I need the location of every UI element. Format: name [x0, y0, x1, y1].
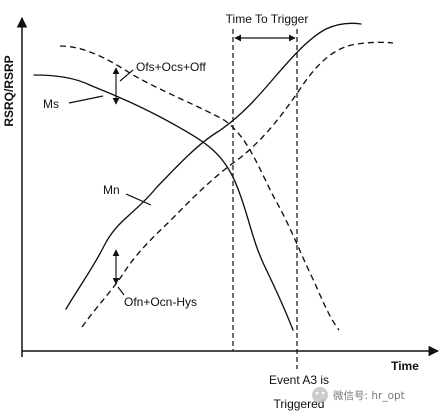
neighbor-curve-label: Mn: [103, 183, 120, 197]
serving-curve-label: Ms: [43, 97, 59, 111]
neighbor-offset-leader: [117, 286, 125, 296]
neighbor-label-leader: [125, 193, 152, 206]
x-axis-label: Time: [391, 359, 419, 373]
time-to-trigger-window: Time To Trigger: [226, 12, 309, 369]
serving-label-leader: [68, 95, 104, 104]
serving-cell-offset-curve: [59, 45, 340, 331]
event-trigger-annotation: Event A3 is Triggered: [269, 373, 329, 411]
neighbor-cell-measurement-curve: [65, 22, 362, 310]
neighbor-cell-hysteresis-curve: [81, 41, 394, 328]
time-to-trigger-label: Time To Trigger: [226, 12, 309, 26]
y-axis-label: RSRQ/RSRP: [2, 55, 16, 126]
serving-offset-label: Ofs+Ocs+Off: [136, 60, 206, 74]
offset-annotations: Ofs+Ocs+Off Ofn+Ocn-Hys: [112, 60, 206, 309]
wechat-icon: [312, 387, 328, 403]
axes: [16, 16, 440, 357]
event-label-line2: Triggered: [274, 397, 325, 411]
wechat-icon-dot-left: [315, 391, 319, 395]
watermark-text: 微信号: hr_opt: [333, 389, 405, 402]
serving-offset-leader: [119, 69, 134, 82]
curve-labels: Ms Mn: [43, 95, 152, 206]
serving-cell-curves: [33, 45, 340, 331]
wechat-icon-dot-right: [321, 391, 325, 395]
neighbor-cell-curves: [65, 22, 394, 328]
event-label-line1: Event A3 is: [269, 373, 329, 387]
serving-cell-measurement-curve: [33, 74, 294, 331]
neighbor-offset-label: Ofn+Ocn-Hys: [124, 295, 197, 309]
watermark: 微信号: hr_opt: [312, 387, 405, 403]
